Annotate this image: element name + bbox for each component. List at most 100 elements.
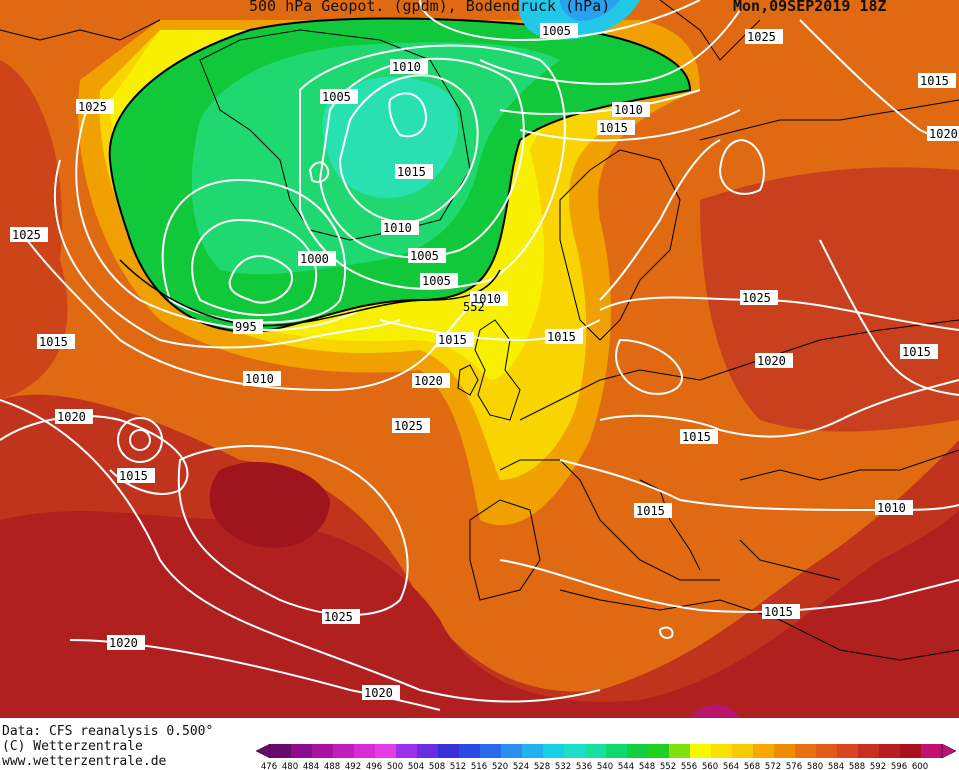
isobar-label: 1020 bbox=[927, 126, 959, 141]
colorbar-tick-label: 484 bbox=[303, 762, 319, 770]
website-text: www.wetterzentrale.de bbox=[2, 754, 167, 769]
colorbar-swatch bbox=[459, 744, 481, 758]
contour-label-552: 552 bbox=[463, 300, 485, 314]
geopotential-516-north bbox=[560, 0, 620, 21]
isobar-label: 1010 bbox=[875, 500, 913, 515]
colorbar-swatch bbox=[816, 744, 838, 758]
svg-text:1025: 1025 bbox=[747, 30, 776, 44]
svg-text:1020: 1020 bbox=[757, 354, 786, 368]
isobar-label: 1020 bbox=[55, 409, 93, 424]
colorbar-swatch bbox=[711, 744, 733, 758]
isobar-label: 1005 bbox=[420, 273, 458, 288]
colorbar-swatch bbox=[879, 744, 901, 758]
colorbar-swatch bbox=[543, 744, 565, 758]
colorbar-tick-label: 540 bbox=[597, 762, 613, 770]
colorbar-swatch bbox=[900, 744, 922, 758]
svg-text:1010: 1010 bbox=[392, 60, 421, 74]
colorbar-tick-label: 536 bbox=[576, 762, 592, 770]
svg-text:1015: 1015 bbox=[682, 430, 711, 444]
svg-text:1010: 1010 bbox=[383, 221, 412, 235]
isobar-label: 1010 bbox=[243, 371, 281, 386]
geopotential-552-line bbox=[119, 259, 501, 327]
svg-text:1015: 1015 bbox=[547, 330, 576, 344]
svg-text:1025: 1025 bbox=[12, 228, 41, 242]
colorbar-tick-label: 588 bbox=[849, 762, 865, 770]
colorbar-swatch bbox=[732, 744, 754, 758]
colorbar-tick-label: 568 bbox=[744, 762, 760, 770]
colorbar-tick-label: 584 bbox=[828, 762, 844, 770]
isobar-label: 1000 bbox=[298, 251, 336, 266]
colorbar-swatch bbox=[375, 744, 397, 758]
colorbar-tick-label: 592 bbox=[870, 762, 886, 770]
isobar-label: 1010 bbox=[612, 102, 650, 117]
colorbar-swatch bbox=[417, 744, 439, 758]
colorbar-tick-label: 520 bbox=[492, 762, 508, 770]
colorbar-swatch bbox=[627, 744, 649, 758]
colorbar-swatch bbox=[312, 744, 334, 758]
colorbar-swatch bbox=[396, 744, 418, 758]
colorbar-swatch bbox=[291, 744, 313, 758]
isobar-label: 1010 bbox=[381, 220, 419, 235]
colorbar-tick-label: 476 bbox=[261, 762, 277, 770]
colorbar-swatch bbox=[438, 744, 460, 758]
colorbar-tick-label: 600 bbox=[912, 762, 928, 770]
isobar-label: 1005 bbox=[320, 89, 358, 104]
isobar-label: 1015 bbox=[762, 604, 800, 619]
colorbar: 476 480 484 488 492 496 500 504 508 512 516 520 524 5… bbox=[255, 743, 957, 770]
isobar-label: 1015 bbox=[117, 468, 155, 483]
isobar-label: 1015 bbox=[597, 120, 635, 135]
svg-text:1005: 1005 bbox=[542, 24, 571, 38]
isobar-label: 1025 bbox=[322, 609, 360, 624]
colorbar-tick-label: 492 bbox=[345, 762, 361, 770]
colorbar-swatch bbox=[333, 744, 355, 758]
colorbar-tick-label: 480 bbox=[282, 762, 298, 770]
geopotential-592-area bbox=[0, 510, 959, 718]
isobar-label: 1015 bbox=[436, 332, 474, 347]
svg-text:1005: 1005 bbox=[422, 274, 451, 288]
colorbar-swatch bbox=[585, 744, 607, 758]
svg-text:995: 995 bbox=[235, 320, 257, 334]
colorbar-tick-label: 512 bbox=[450, 762, 466, 770]
isobar-label: 1020 bbox=[412, 373, 450, 388]
isobar-label: 1025 bbox=[392, 418, 430, 433]
colorbar-tick-label: 548 bbox=[639, 762, 655, 770]
colorbar-tick-label: 532 bbox=[555, 762, 571, 770]
isobar-label: 1010 bbox=[390, 59, 428, 74]
colorbar-swatch bbox=[270, 744, 292, 758]
colorbar-tick-label: 488 bbox=[324, 762, 340, 770]
isobar-label: 1015 bbox=[634, 503, 672, 518]
isobar-label: 1015 bbox=[680, 429, 718, 444]
isobar-label: 1025 bbox=[76, 99, 114, 114]
colorbar-right-arrow bbox=[941, 743, 957, 759]
colorbar-tick-label: 556 bbox=[681, 762, 697, 770]
svg-text:1015: 1015 bbox=[39, 335, 68, 349]
isobar-label: 995 bbox=[233, 319, 263, 334]
svg-text:1015: 1015 bbox=[438, 333, 467, 347]
coastlines bbox=[0, 0, 959, 661]
isobar-label: 1025 bbox=[745, 29, 783, 44]
svg-text:1005: 1005 bbox=[322, 90, 351, 104]
colorbar-tick-label: 516 bbox=[471, 762, 487, 770]
isobar-label: 1015 bbox=[918, 73, 956, 88]
colorbar-swatch bbox=[795, 744, 817, 758]
colorbar-swatch bbox=[564, 744, 586, 758]
colorbar-tick-label: 564 bbox=[723, 762, 739, 770]
svg-text:1020: 1020 bbox=[929, 127, 958, 141]
svg-text:1015: 1015 bbox=[397, 165, 426, 179]
colorbar-tick-label: 576 bbox=[786, 762, 802, 770]
colorbar-tick-label: 580 bbox=[807, 762, 823, 770]
colorbar-tick-label: 596 bbox=[891, 762, 907, 770]
svg-text:1010: 1010 bbox=[614, 103, 643, 117]
svg-text:1025: 1025 bbox=[324, 610, 353, 624]
colorbar-tick-label: 560 bbox=[702, 762, 718, 770]
isobar-label: 1015 bbox=[545, 329, 583, 344]
isobar-label: 1020 bbox=[362, 685, 400, 700]
isobar-label: 1025 bbox=[740, 290, 778, 305]
svg-text:1020: 1020 bbox=[364, 686, 393, 700]
colorbar-swatch bbox=[522, 744, 544, 758]
isobar-label: 1005 bbox=[408, 248, 446, 263]
svg-text:1020: 1020 bbox=[109, 636, 138, 650]
isobar-label: 1020 bbox=[755, 353, 793, 368]
svg-text:1025: 1025 bbox=[78, 100, 107, 114]
svg-text:1015: 1015 bbox=[764, 605, 793, 619]
